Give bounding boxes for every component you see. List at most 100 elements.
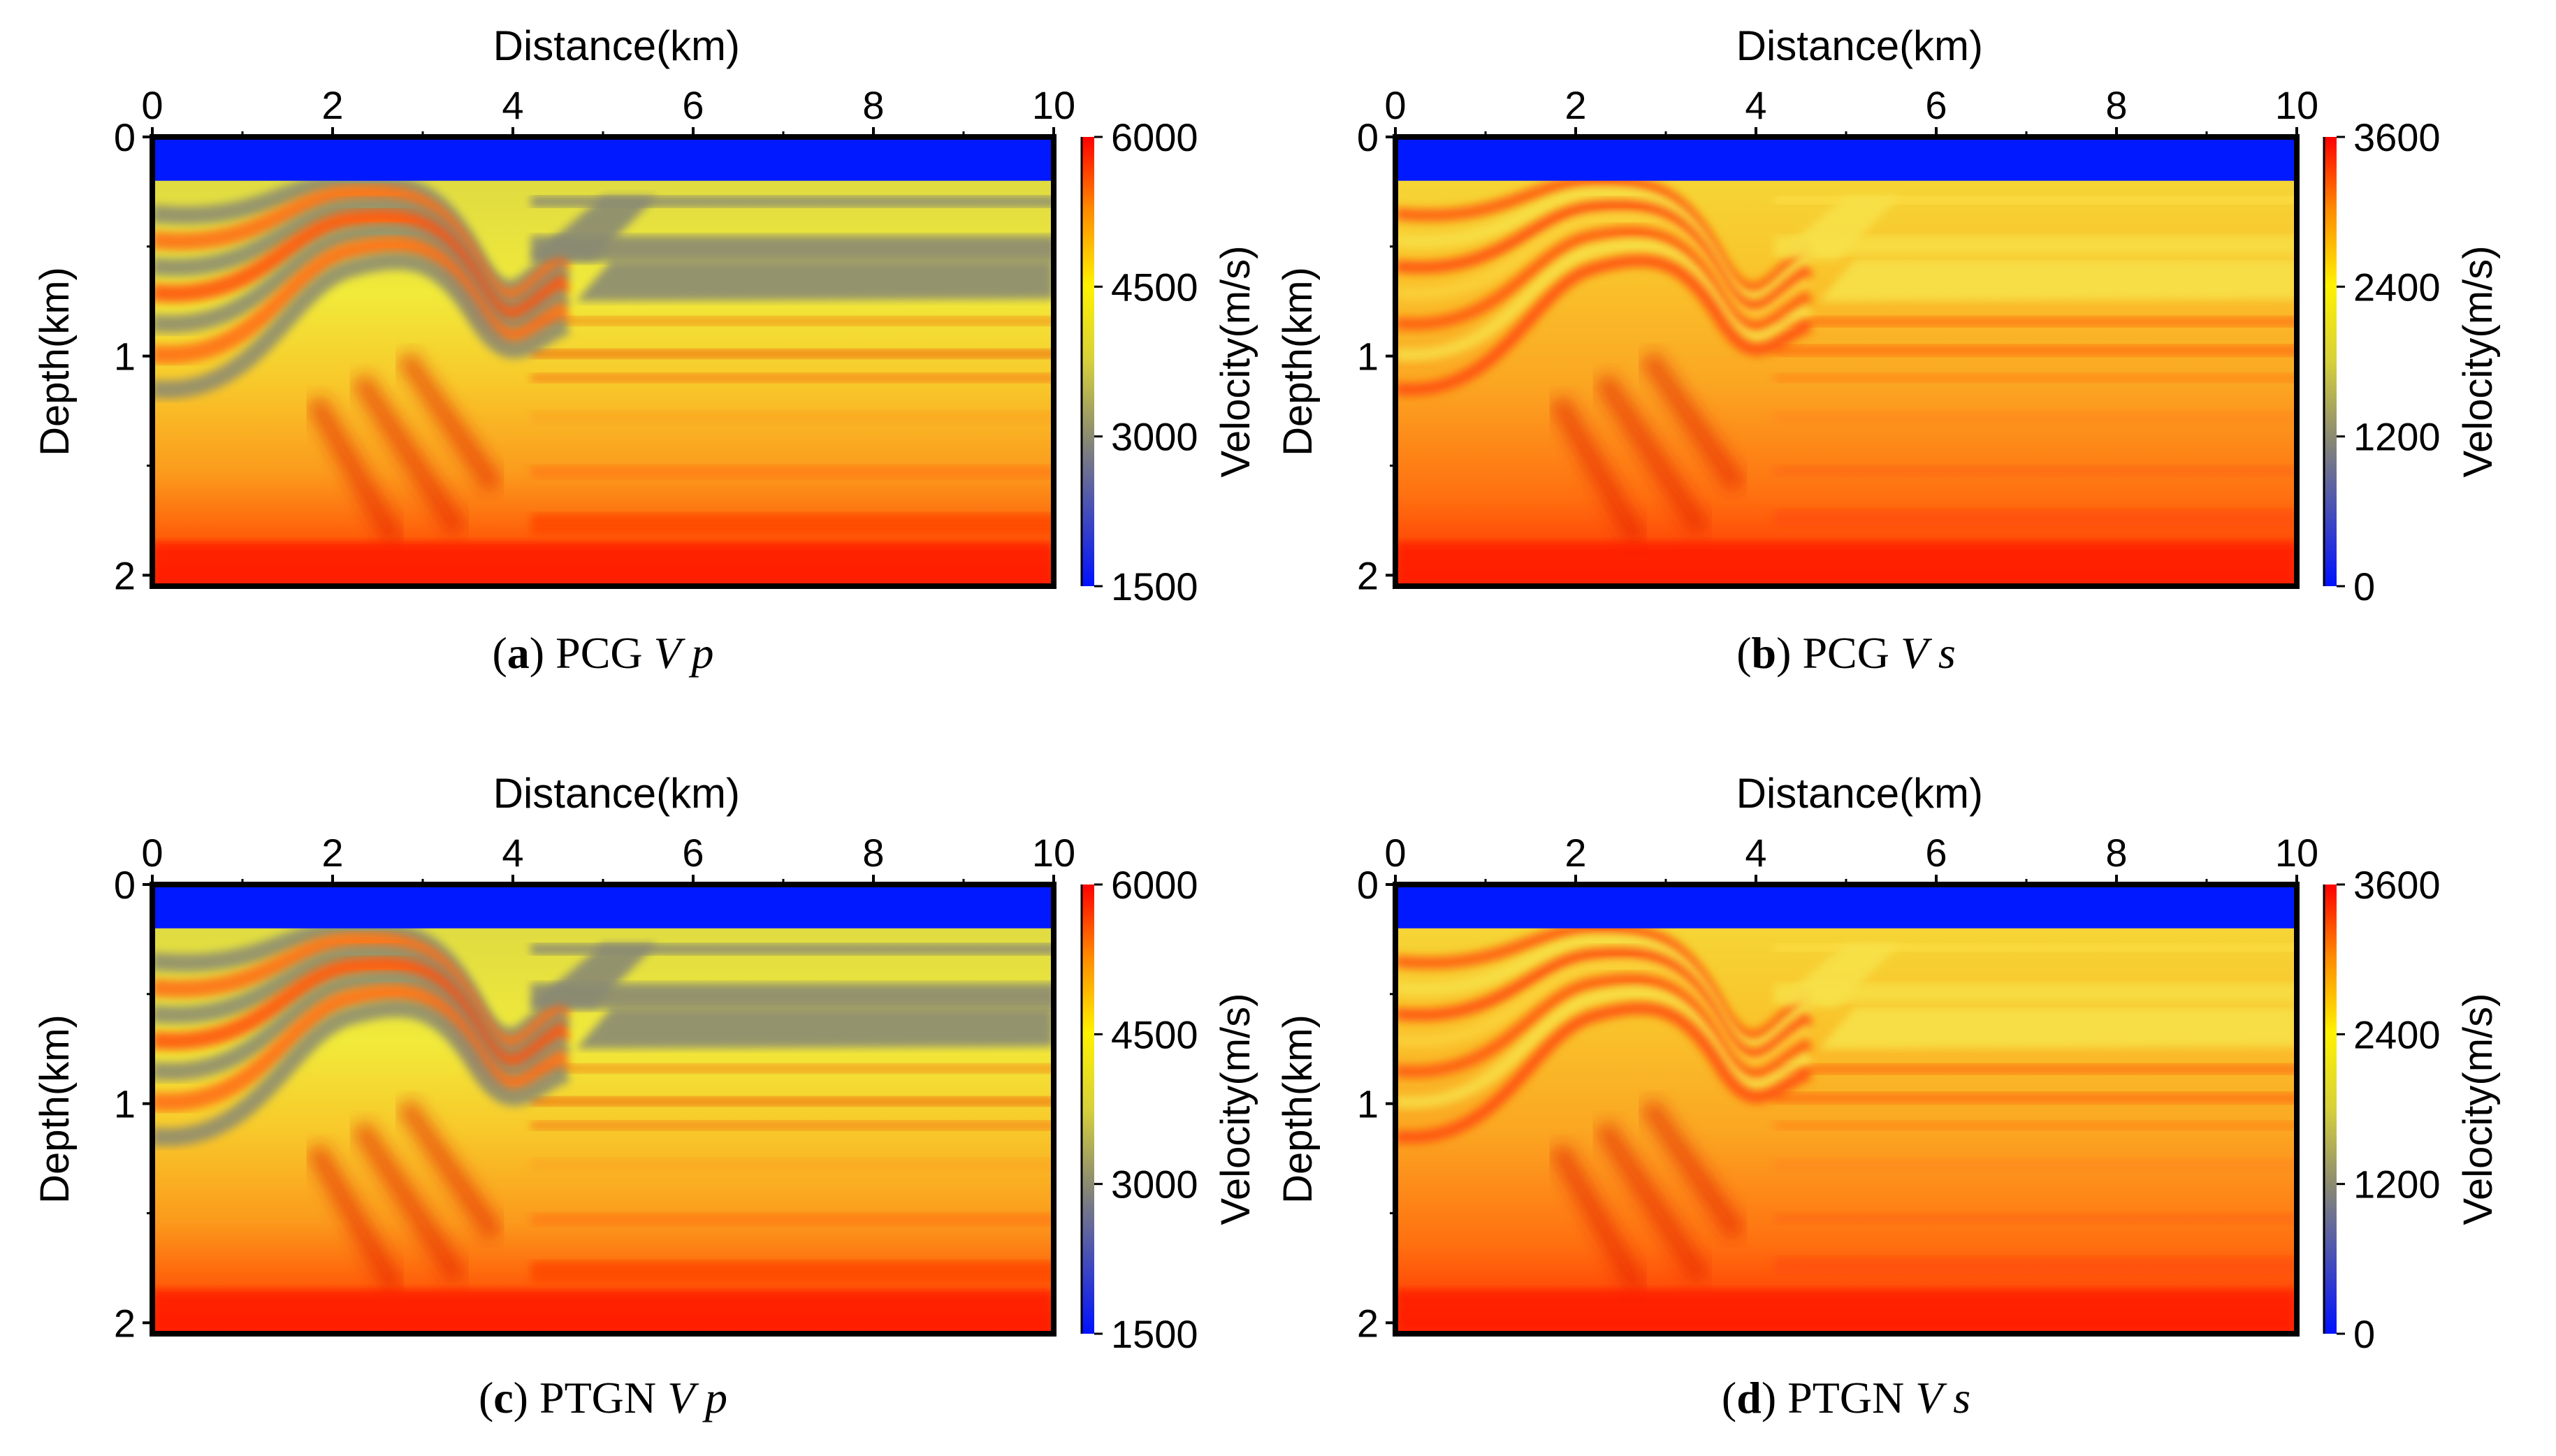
caption-paren-open: ( (1736, 628, 1751, 678)
anticline-stratum (152, 236, 571, 364)
caption: (b) PCG V s (1736, 628, 1956, 678)
colorbar-tick-label: 3600 (2353, 863, 2441, 907)
x-tick-label: 10 (1032, 831, 1075, 875)
panel-d: 0 2 4 6 8 10 Distance(km) 0 1 2 Depth(km) 0 1200 2400… (1275, 770, 2501, 1422)
water-layer (152, 137, 1054, 181)
anticline-stratum (1395, 225, 1813, 333)
basement-layer (152, 542, 1054, 586)
colorbar-tick-label: 3000 (1111, 1163, 1198, 1207)
fault-block (1819, 259, 2297, 302)
colorbar-tick-label: 3600 (2353, 115, 2441, 159)
layer-band (530, 411, 1054, 424)
y-axis-title: Depth(km) (1275, 267, 1321, 456)
caption: (c) PTGN V p (479, 1373, 727, 1422)
layer-band (530, 235, 1054, 262)
y-axis-title: Depth(km) (32, 267, 78, 456)
panel-c: 0 2 4 6 8 10 Distance(km) 0 1 2 Depth(km) 1500 3000 4… (32, 770, 1258, 1422)
y-tick-label: 2 (114, 1301, 136, 1345)
x-tick-label: 0 (141, 83, 163, 127)
anticline-stratum (1395, 987, 1813, 1109)
colorbar (2324, 137, 2337, 586)
layer-band (1773, 1064, 2297, 1075)
colorbar-title: Velocity(m/s) (1213, 246, 1258, 478)
velocity-image (1395, 137, 2297, 586)
colorbar (2324, 884, 2337, 1334)
caption-label: d (1736, 1373, 1762, 1422)
colorbar-tick-label: 3000 (1111, 415, 1198, 459)
y-tick-label: 0 (114, 115, 136, 159)
water-layer (1395, 884, 2297, 929)
x-tick-label: 10 (1032, 83, 1075, 127)
anticline-stratum (1395, 1002, 1813, 1144)
colorbar-tick-label: 1500 (1111, 565, 1198, 609)
x-tick-label: 8 (862, 83, 884, 127)
layer-band (530, 983, 1054, 1010)
anticline-stratum (152, 222, 572, 336)
layer-band (1773, 411, 2297, 424)
colorbar-tick-label: 1200 (2353, 1163, 2441, 1207)
colorbar-tick-label: 2400 (2353, 265, 2441, 309)
layer-band (530, 316, 1054, 326)
anticline-stratum (1395, 187, 1814, 305)
layer-band (530, 1158, 1054, 1172)
layer-band (1773, 983, 2297, 1003)
caption-paren-close: ) (514, 1373, 539, 1422)
layer-band (1773, 373, 2297, 383)
y-tick-label: 0 (1357, 115, 1379, 159)
x-tick-label: 0 (1384, 83, 1406, 127)
caption: (a) PCG V p (492, 628, 713, 678)
colorbar-tick-label: 0 (2353, 1312, 2375, 1356)
colorbar (1082, 137, 1094, 586)
layer-band (1773, 196, 2297, 204)
layer-band (530, 1213, 1054, 1227)
deep-streak (305, 1142, 405, 1295)
colorbar-tick-label: 4500 (1111, 265, 1198, 309)
caption-paren-close: ) (530, 628, 556, 678)
x-tick-label: 6 (1925, 83, 1947, 127)
x-tick-label: 2 (321, 83, 343, 127)
x-axis-title: Distance(km) (493, 770, 740, 817)
anticline-stratum (152, 252, 571, 399)
y-tick-label: 1 (1357, 335, 1379, 379)
deep-streak (305, 394, 405, 548)
layer-band (1773, 1158, 2297, 1172)
anticline-stratum (152, 984, 571, 1112)
colorbar-tick-label: 1500 (1111, 1312, 1198, 1356)
x-tick-label: 4 (1745, 83, 1766, 127)
layer-band (530, 1064, 1054, 1073)
deep-streak (395, 1098, 504, 1242)
layer-band (530, 349, 1054, 358)
layer-band (1773, 316, 2297, 327)
layer-band (530, 1097, 1054, 1106)
anticline-stratum (1395, 199, 1813, 314)
caption: (d) PTGN V s (1722, 1373, 1970, 1422)
caption-paren-open: ( (492, 628, 507, 678)
caption-method: PCG (1802, 628, 1901, 678)
deep-streak (395, 350, 504, 494)
velocity-image (152, 137, 1054, 586)
anticline-stratum (1395, 959, 1813, 1070)
x-axis-title: Distance(km) (493, 22, 740, 69)
y-tick-label: 1 (1357, 1082, 1379, 1126)
layer-band (1773, 1092, 2297, 1104)
caption-label: c (493, 1373, 513, 1422)
layer-band (1773, 235, 2297, 256)
layer-band (530, 1121, 1054, 1130)
layer-band (1773, 1213, 2297, 1225)
colorbar-title: Velocity(m/s) (2455, 246, 2501, 478)
colorbar-tick-label: 0 (2353, 565, 2375, 609)
basement-layer (1395, 542, 2297, 586)
y-tick-label: 1 (114, 335, 136, 379)
caption-param: V p (654, 628, 714, 678)
anticline-stratum (1395, 922, 1814, 1043)
anticline-stratum (1395, 211, 1813, 323)
x-tick-label: 10 (2275, 831, 2318, 875)
caption-paren-close: ) (1776, 628, 1802, 678)
layer-band (530, 373, 1054, 383)
x-tick-label: 8 (2105, 831, 2127, 875)
deep-streak (1639, 1098, 1747, 1242)
x-tick-label: 6 (682, 83, 704, 127)
anticline-stratum (1395, 239, 1813, 361)
anticline-stratum (1395, 254, 1813, 396)
x-tick-label: 0 (141, 831, 163, 875)
